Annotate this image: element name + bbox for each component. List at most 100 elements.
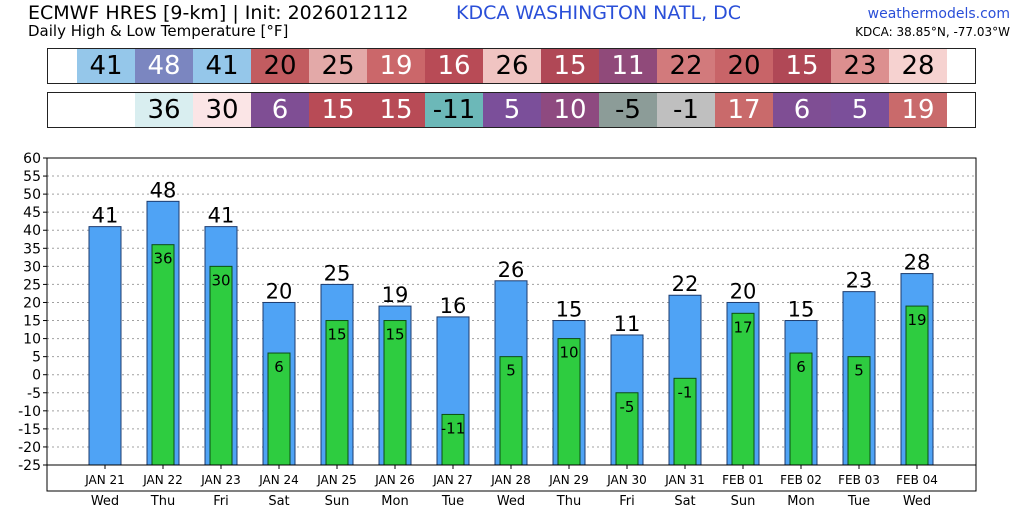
y-tick-label-14: -10 [18,404,41,420]
y-tick-label-1: 55 [23,169,41,185]
low-strip-cell-4: 15 [309,93,367,127]
y-tick-label-2: 50 [23,187,41,203]
high-value-label-11: 20 [730,279,757,303]
x-date-label-6: JAN 27 [432,473,473,487]
header: ECMWF HRES [9-km] | Init: 2026012112 Dai… [0,0,1024,44]
high-value-label-4: 25 [324,261,351,285]
y-tick-label-10: 10 [23,332,41,348]
y-tick-label-15: -15 [18,422,41,438]
low-value-label-6: -11 [441,419,466,437]
high-strip-cell-13: 23 [831,49,889,83]
high-bar-0 [88,226,122,466]
low-value-label-3: 6 [274,358,284,376]
high-value-label-2: 41 [208,204,235,228]
low-bar-14 [905,305,929,466]
x-date-label-8: JAN 29 [548,473,589,487]
high-value-label-7: 26 [498,258,525,282]
low-value-label-8: 10 [559,344,578,362]
high-value-label-12: 15 [788,298,815,322]
high-strip-cell-14: 28 [889,49,947,83]
y-tick-label-4: 40 [23,223,41,239]
station-coords: KDCA: 38.85°N, -77.03°W [855,25,1010,39]
y-tick-label-6: 30 [23,259,41,275]
x-weekday-label-1: Thu [150,494,175,509]
high-value-label-9: 11 [614,312,641,336]
high-strip-cell-11: 20 [715,49,773,83]
low-value-label-1: 36 [153,250,172,268]
high-strip-cell-5: 19 [367,49,425,83]
high-value-label-13: 23 [846,269,873,293]
x-date-label-3: JAN 24 [258,473,299,487]
x-weekday-label-8: Thu [556,494,581,509]
x-date-label-2: JAN 23 [200,473,241,487]
high-strip-cell-0: 41 [77,49,135,83]
low-value-label-13: 5 [854,362,864,380]
y-tick-label-0: 60 [23,151,41,167]
y-tick-label-13: -5 [27,386,41,402]
x-date-label-11: FEB 01 [722,473,764,487]
x-weekday-label-0: Wed [91,494,119,509]
x-weekday-label-5: Mon [381,494,408,509]
low-temp-strip: 36 30 6 15 15 -11 5 10 -5 -1 17 6 5 19 [47,92,976,128]
low-strip-cell-7: 5 [483,93,541,127]
chart-subtitle: Daily High & Low Temperature [°F] [28,22,289,40]
high-value-label-0: 41 [92,204,119,228]
high-value-label-5: 19 [382,283,409,307]
low-value-label-14: 19 [907,311,926,329]
x-weekday-label-6: Tue [441,494,464,509]
low-value-label-4: 15 [327,326,346,344]
low-strip-cell-5: 15 [367,93,425,127]
low-strip-cell-6: -11 [425,93,483,127]
x-date-label-5: JAN 26 [374,473,415,487]
low-strip-cell-11: 17 [715,93,773,127]
chart-title: ECMWF HRES [9-km] | Init: 2026012112 [28,2,409,24]
high-strip-cell-10: 22 [657,49,715,83]
high-strip-cell-6: 16 [425,49,483,83]
high-strip-cell-7: 26 [483,49,541,83]
x-date-label-14: FEB 04 [896,473,938,487]
y-tick-label-8: 20 [23,295,41,311]
low-strip-cell-1: 36 [135,93,193,127]
low-value-label-11: 17 [733,318,752,336]
x-weekday-label-2: Fri [213,494,229,509]
high-value-label-1: 48 [150,178,177,202]
low-strip-cell-12: 6 [773,93,831,127]
low-strip-cell-9: -5 [599,93,657,127]
high-strip-cell-8: 15 [541,49,599,83]
x-date-label-13: FEB 03 [838,473,880,487]
x-date-label-0: JAN 21 [84,473,125,487]
x-weekday-label-7: Wed [497,494,525,509]
high-value-label-3: 20 [266,279,293,303]
high-strip-cell-1: 48 [135,49,193,83]
x-weekday-label-12: Mon [787,494,814,509]
temperature-bar-chart: 605550454035302520151050-5-10-15-20-2541… [18,151,977,509]
x-date-label-4: JAN 25 [316,473,357,487]
x-date-label-12: FEB 02 [780,473,822,487]
high-value-label-10: 22 [672,272,699,296]
low-strip-cell-10: -1 [657,93,715,127]
high-strip-cell-4: 25 [309,49,367,83]
low-value-label-10: -1 [678,383,693,401]
low-strip-cell-13: 5 [831,93,889,127]
y-tick-label-7: 25 [23,277,41,293]
x-date-label-9: JAN 30 [606,473,647,487]
high-temp-strip: 41 48 41 20 25 19 16 26 15 11 22 20 15 23 28 [47,48,976,84]
y-tick-label-11: 5 [32,350,41,366]
low-value-label-2: 30 [211,271,230,289]
high-strip-cell-9: 11 [599,49,657,83]
low-strip-cell-3: 6 [251,93,309,127]
y-tick-label-16: -20 [18,440,41,456]
low-value-label-7: 5 [506,362,516,380]
x-weekday-label-11: Sun [731,494,756,509]
y-tick-label-9: 15 [23,314,41,330]
low-strip-cell-2: 30 [193,93,251,127]
high-value-label-6: 16 [440,294,467,318]
y-tick-label-5: 35 [23,241,41,257]
x-weekday-label-14: Wed [903,494,931,509]
low-value-label-12: 6 [796,358,806,376]
low-strip-cell-0 [77,93,135,127]
y-tick-label-3: 45 [23,205,41,221]
station-name: KDCA WASHINGTON NATL, DC [456,2,742,24]
high-strip-cell-2: 41 [193,49,251,83]
x-weekday-label-13: Tue [847,494,870,509]
